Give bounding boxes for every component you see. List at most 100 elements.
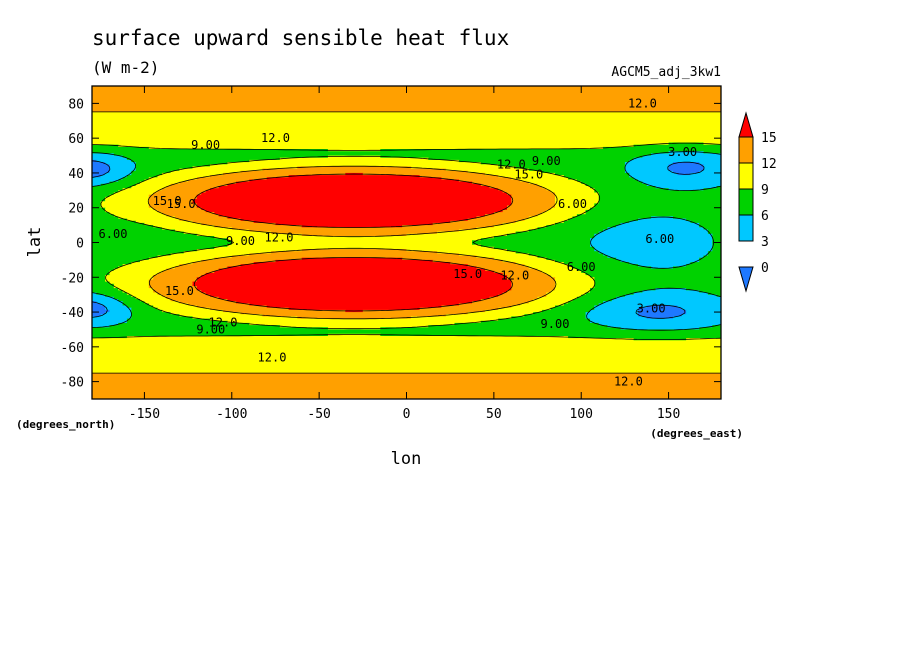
field-cell (201, 259, 277, 263)
field-cell (524, 314, 587, 318)
field-cell (629, 175, 721, 178)
field-cell (515, 166, 626, 170)
field-cell (92, 296, 115, 300)
field-cell (118, 216, 176, 220)
field-cell (179, 264, 242, 268)
field-cell (148, 199, 194, 202)
field-cell (92, 275, 106, 278)
field-cell (148, 281, 194, 285)
field-cell (537, 268, 578, 272)
field-cell (450, 220, 517, 224)
field-cell (651, 266, 674, 270)
field-cell (655, 288, 687, 291)
field-cell (555, 283, 595, 287)
field-cell (179, 314, 264, 318)
field-cell (218, 268, 486, 272)
field-cell (271, 251, 438, 255)
contour-label: 9.00 (532, 154, 561, 168)
contour-label: 15.0 (453, 267, 482, 281)
field-cell (699, 170, 721, 174)
field-cell (563, 220, 630, 224)
field-cell (249, 303, 460, 307)
field-cell (594, 305, 648, 309)
field-cell (493, 246, 596, 250)
field-cell (380, 149, 721, 152)
contour-label: 9.00 (191, 138, 220, 152)
field-cell (196, 177, 268, 181)
field-cell (113, 214, 167, 218)
field-cell (507, 249, 596, 252)
field-cell (196, 277, 508, 281)
field-cell (92, 205, 102, 209)
field-cell (240, 312, 469, 315)
field-cell (92, 118, 721, 122)
field-cell (148, 196, 198, 200)
field-cell (118, 144, 635, 148)
contour-label: 9.00 (226, 234, 255, 248)
field-cell (131, 312, 172, 315)
x-tick-label: 50 (486, 407, 502, 422)
field-cell (227, 162, 482, 165)
field-cell (92, 246, 215, 250)
colorbar-tick-label: 6 (761, 209, 769, 224)
field-cell (92, 168, 111, 172)
y-tick-label: 40 (68, 167, 84, 182)
field-cell (681, 307, 721, 311)
field-cell (92, 123, 721, 126)
field-cell (432, 259, 504, 263)
field-cell (118, 322, 250, 326)
field-cell (712, 249, 721, 252)
field-cell (638, 264, 687, 268)
field-cell (109, 170, 132, 174)
field-cell (489, 186, 543, 189)
field-cell (271, 231, 438, 235)
field-cell (92, 188, 124, 192)
field-cell (227, 244, 482, 248)
field-cell (92, 383, 721, 387)
field-cell (607, 325, 713, 328)
field-cell (646, 183, 721, 187)
field-cell (498, 318, 591, 322)
field-cell (686, 309, 721, 313)
field-cell (441, 177, 512, 181)
field-cell (262, 168, 447, 172)
field-cell (113, 283, 150, 287)
contour-line-12 (92, 111, 721, 374)
field-cell (109, 164, 137, 168)
field-cell (92, 114, 721, 118)
field-cell (498, 188, 547, 192)
contour-line-15 (193, 173, 514, 312)
field-cell (686, 312, 721, 315)
field-cell (520, 303, 565, 307)
field-cell (502, 190, 552, 194)
field-cell (629, 262, 692, 265)
field-cell (118, 179, 146, 183)
x-tick-label: 0 (403, 407, 411, 422)
field-cell (590, 320, 721, 324)
field-cell (196, 233, 303, 237)
field-cell (201, 290, 508, 294)
field-cell (624, 294, 718, 298)
field-cell (92, 201, 102, 205)
field-cell (92, 96, 721, 100)
field-cell (454, 322, 600, 326)
field-cell (227, 216, 478, 220)
field-cell (275, 222, 434, 226)
field-cell (458, 303, 521, 307)
field-cell (594, 188, 670, 192)
field-cell (288, 175, 421, 178)
field-cell (546, 257, 617, 261)
field-cell (92, 370, 721, 374)
field-cell (92, 127, 721, 131)
field-cell (598, 199, 721, 202)
field-cell (472, 242, 591, 246)
field-cell (581, 294, 626, 298)
field-cell (92, 359, 721, 363)
field-cell (511, 194, 556, 198)
field-cell (616, 225, 700, 228)
field-cell (555, 286, 595, 289)
field-cell (480, 320, 591, 324)
field-cell (598, 231, 709, 235)
field-cell (157, 272, 207, 276)
field-cell (507, 205, 556, 209)
